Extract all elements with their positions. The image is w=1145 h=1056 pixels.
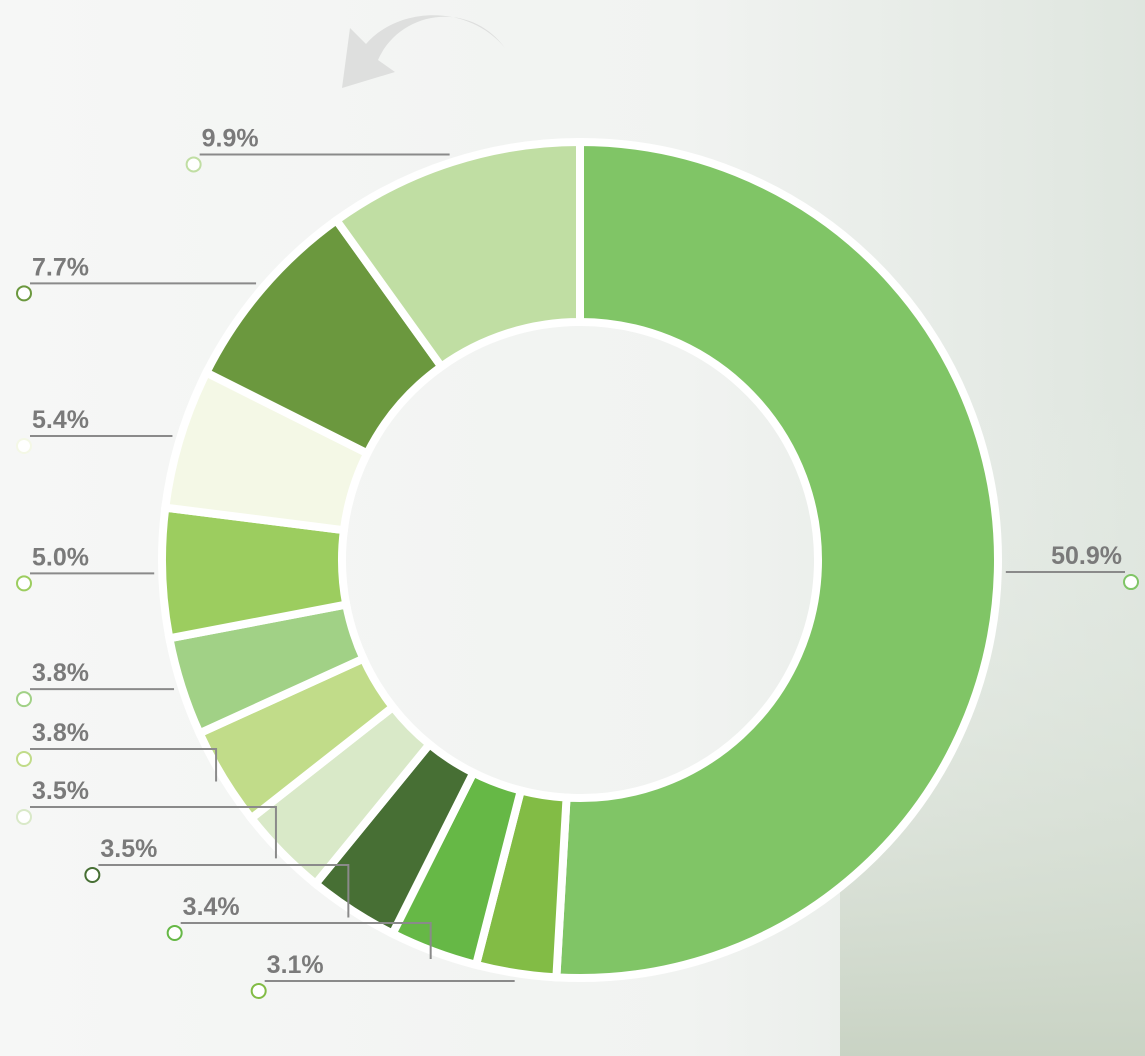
leader-line [30,805,277,859]
data-label: 7.7% [32,253,89,281]
data-label: 3.8% [32,659,89,687]
data-label: 9.9% [202,124,259,152]
data-label: 3.5% [100,835,157,863]
leader-line [180,921,432,959]
donut-segment [330,137,584,373]
label-marker [16,750,32,767]
label-marker [166,924,183,941]
data-label: 5.4% [32,406,89,434]
data-label: 50.9% [1051,542,1122,570]
label-marker [1123,574,1139,591]
data-label: 3.4% [183,893,240,921]
label-marker [84,866,101,883]
label-marker [16,285,32,302]
label-marker [185,156,202,173]
leader-line [30,747,218,782]
data-label: 3.8% [32,719,89,747]
label-marker [16,691,32,708]
label-marker [16,808,32,825]
label-marker [16,438,32,455]
data-label: 3.5% [32,777,89,805]
label-marker [250,982,267,999]
data-label: 5.0% [32,543,89,571]
data-label: 3.1% [267,951,324,979]
rotate-arrow[interactable] [342,15,505,89]
label-marker [16,575,32,592]
leader-line [98,863,350,918]
donut-segment [552,137,1002,982]
